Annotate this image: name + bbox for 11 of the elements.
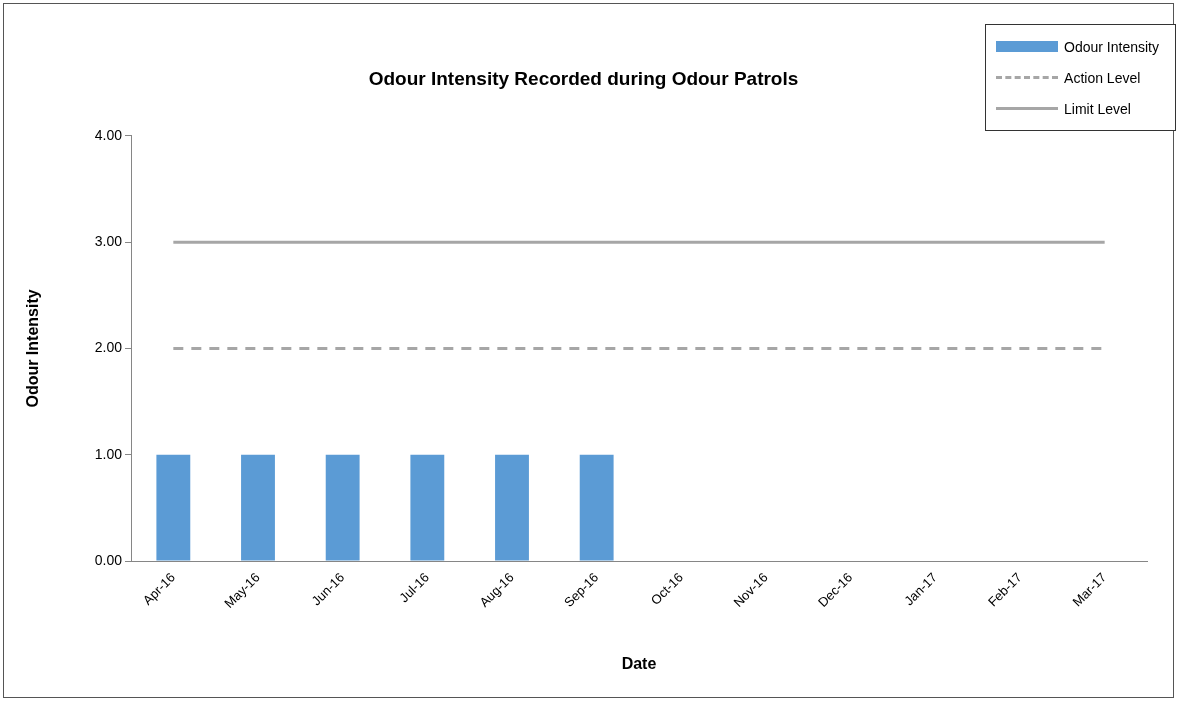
y-axis-title: Odour Intensity <box>24 289 42 408</box>
legend-label: Action Level <box>1064 69 1141 86</box>
x-axis-title: Date <box>621 654 657 672</box>
y-tick-label: 1.00 <box>94 445 123 462</box>
chart-title: Odour Intensity Recorded during Odour Patrols <box>368 67 799 89</box>
y-tick-label: 0.00 <box>94 551 123 568</box>
y-tick-label: 4.00 <box>94 126 123 143</box>
legend-label: Odour Intensity <box>1064 38 1159 55</box>
legend-label: Limit Level <box>1064 100 1131 117</box>
y-tick-label: 3.00 <box>94 232 123 249</box>
y-tick-label: 2.00 <box>94 339 123 356</box>
